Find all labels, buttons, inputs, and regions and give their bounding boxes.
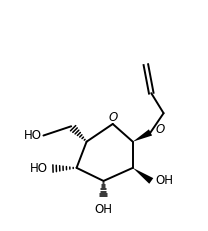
Text: O: O <box>109 111 118 124</box>
Text: OH: OH <box>94 203 113 216</box>
Text: OH: OH <box>155 174 173 187</box>
Polygon shape <box>133 168 153 184</box>
Text: HO: HO <box>24 129 42 142</box>
Polygon shape <box>133 129 152 142</box>
Text: O: O <box>156 123 165 136</box>
Text: HO: HO <box>30 162 48 175</box>
